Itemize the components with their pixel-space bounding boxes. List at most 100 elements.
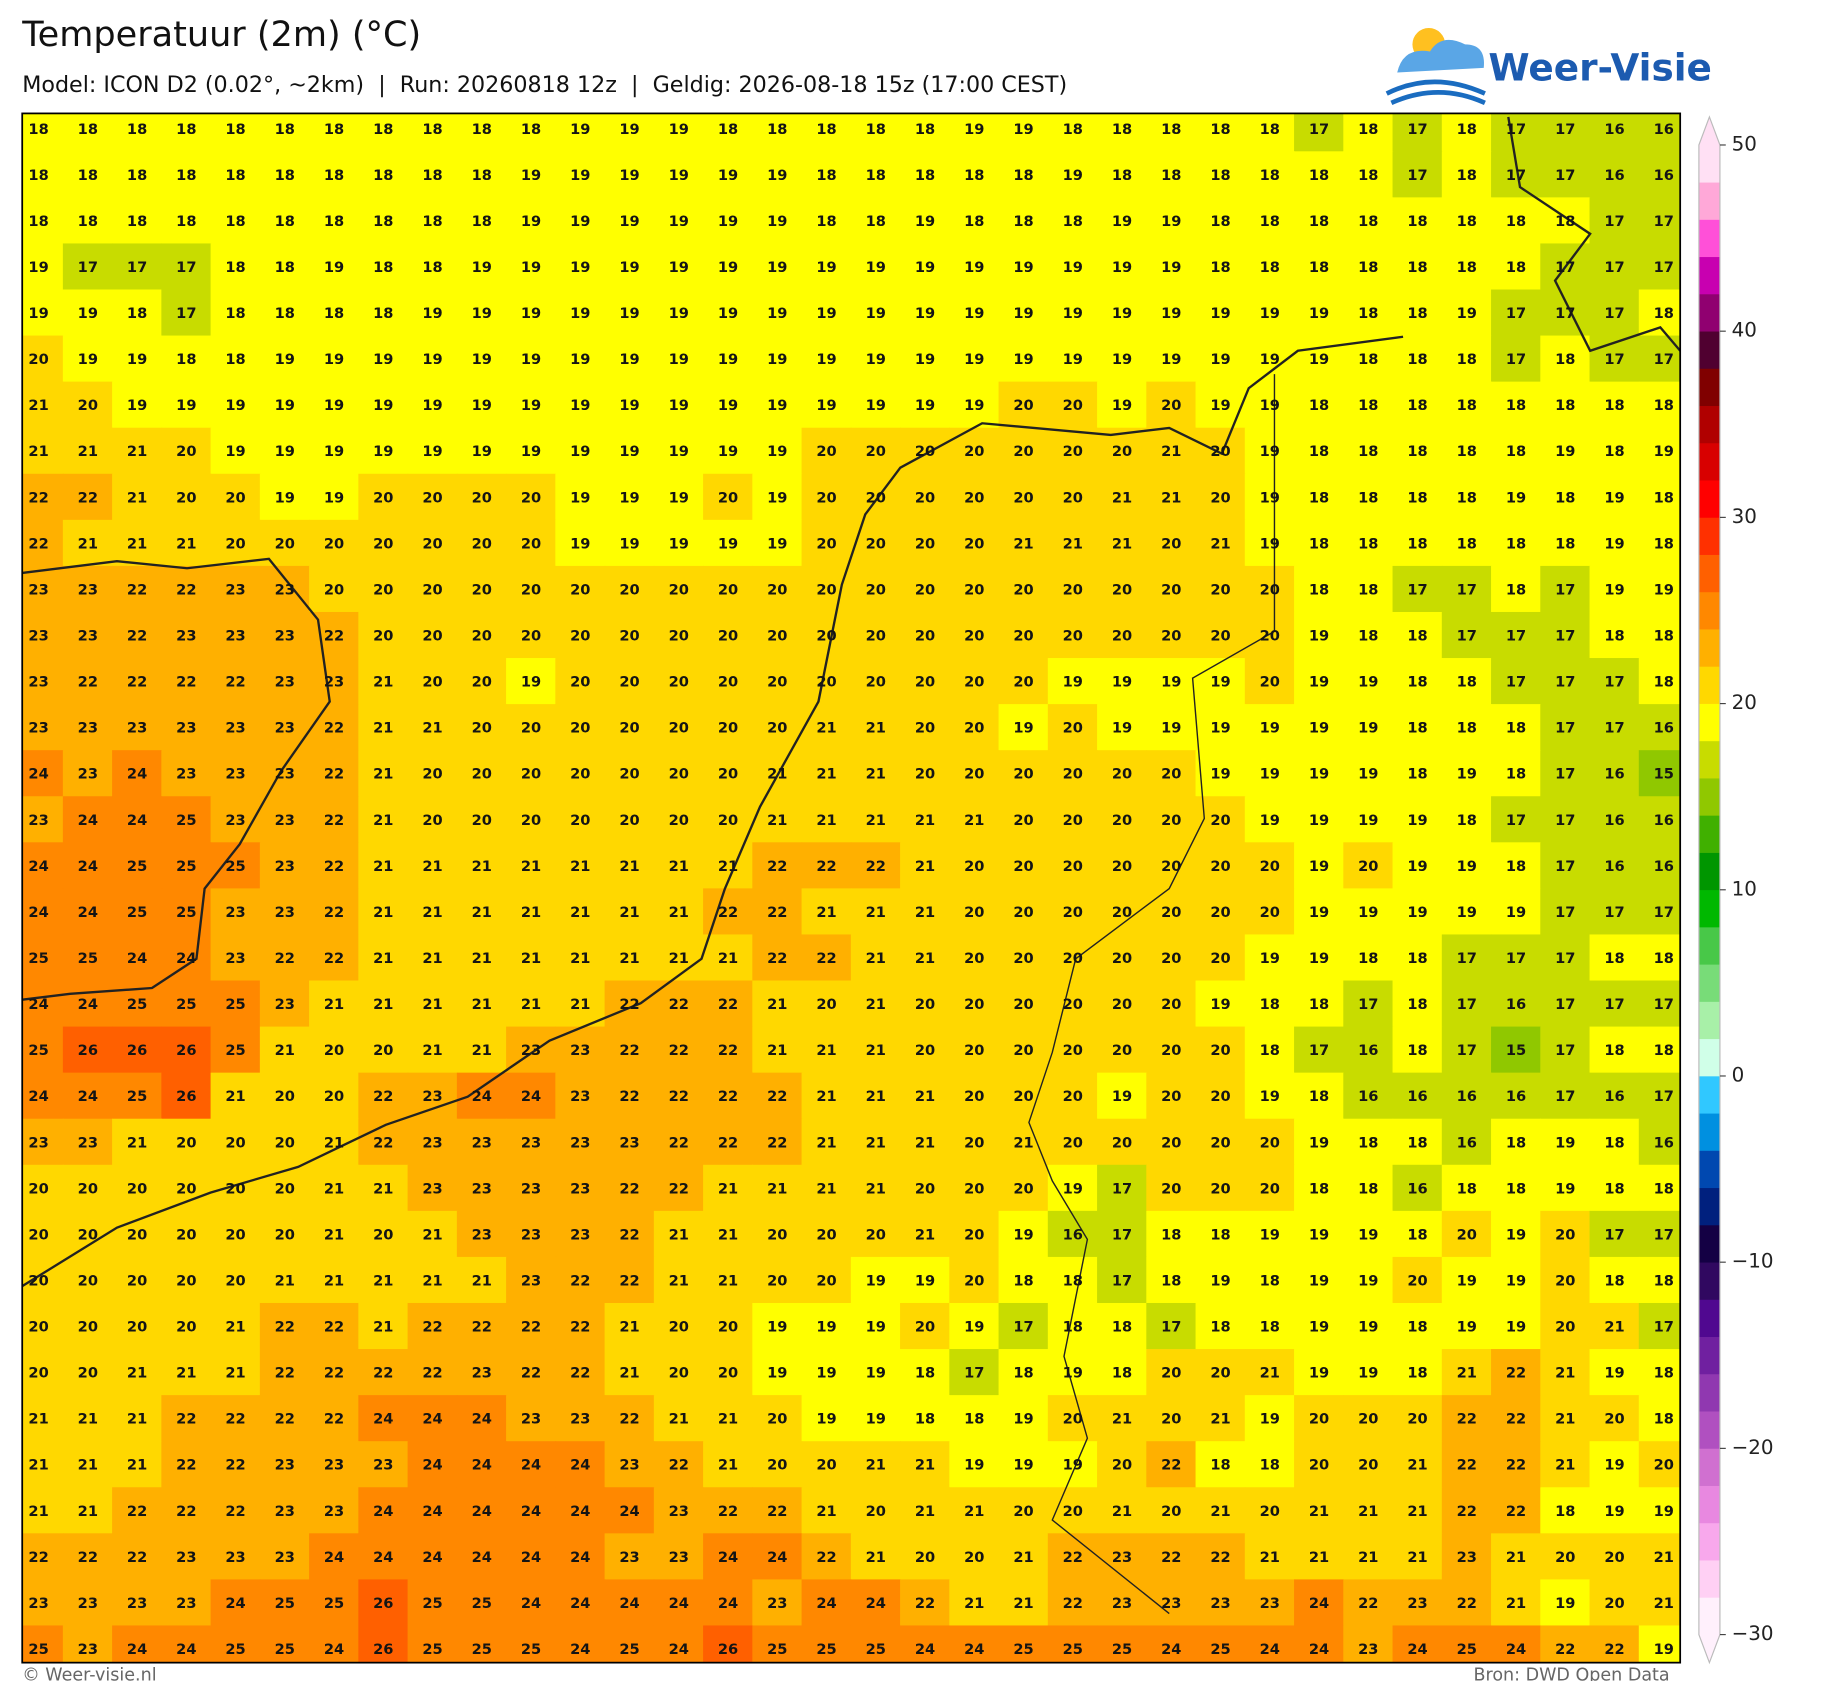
- cell: [555, 113, 606, 152]
- cell: [506, 611, 557, 659]
- cell: [259, 1625, 310, 1663]
- cell: [309, 704, 360, 751]
- cell: [1047, 980, 1098, 1028]
- colorbar-band: [1698, 629, 1720, 667]
- cell-value: 20: [619, 628, 639, 645]
- cell: [1244, 796, 1295, 844]
- cell-value: 18: [127, 121, 147, 138]
- cell-value: 16: [1604, 1088, 1624, 1105]
- cell: [1491, 1072, 1541, 1120]
- cell-value: 19: [669, 535, 689, 552]
- cell: [1491, 658, 1541, 705]
- cell: [998, 842, 1049, 890]
- cell: [1244, 1625, 1295, 1663]
- cell: [1392, 1395, 1443, 1442]
- cell-value: 19: [1260, 766, 1280, 783]
- cell: [1146, 519, 1197, 567]
- cell-value: 19: [1260, 397, 1280, 414]
- cell: [653, 427, 704, 475]
- cell-value: 17: [1654, 1319, 1674, 1336]
- cell: [752, 1026, 803, 1074]
- cell-value: 19: [669, 489, 689, 506]
- cell-value: 25: [521, 1641, 541, 1658]
- cell-value: 22: [127, 628, 147, 645]
- cell: [161, 658, 212, 705]
- cell: [801, 1625, 852, 1663]
- cell: [22, 519, 64, 567]
- cell-value: 19: [964, 1319, 984, 1336]
- colorbar-band: [1698, 517, 1720, 555]
- cell-value: 21: [1407, 1503, 1427, 1520]
- cell: [555, 1302, 606, 1350]
- cell: [62, 888, 113, 936]
- cell-value: 20: [866, 489, 886, 506]
- cell-value: 24: [176, 950, 196, 967]
- cell-value: 20: [866, 581, 886, 598]
- cell-value: 21: [422, 1226, 442, 1243]
- cell-value: 20: [28, 1226, 48, 1243]
- cell-value: 19: [1309, 858, 1329, 875]
- cell-value: 20: [1457, 1226, 1477, 1243]
- cell: [1343, 1072, 1394, 1120]
- cell-value: 17: [176, 305, 196, 322]
- colorbar-band: [1698, 889, 1720, 928]
- cell-value: 20: [1013, 1180, 1033, 1197]
- cell-value: 18: [1013, 213, 1033, 230]
- cell: [407, 1072, 458, 1120]
- cell: [210, 888, 261, 936]
- cell-value: 25: [422, 1641, 442, 1658]
- cell: [1244, 1533, 1295, 1581]
- cell: [1540, 1302, 1591, 1350]
- cell-value: 16: [1654, 1134, 1674, 1151]
- cell: [900, 1395, 951, 1442]
- logo-cloud: [1397, 39, 1484, 73]
- cell-value: 25: [176, 858, 196, 875]
- cell: [1540, 565, 1591, 613]
- cell-value: 18: [1260, 996, 1280, 1013]
- cell: [456, 1441, 507, 1488]
- cell-value: 18: [1309, 581, 1329, 598]
- cell: [1047, 565, 1098, 613]
- cell-value: 21: [866, 904, 886, 921]
- cell: [850, 750, 901, 797]
- cell: [801, 565, 852, 613]
- cell-value: 19: [767, 397, 787, 414]
- cell-value: 19: [373, 351, 393, 368]
- cell: [161, 113, 212, 152]
- cell: [998, 1072, 1049, 1120]
- cell: [752, 1625, 803, 1663]
- cell: [604, 1302, 655, 1350]
- cell: [604, 934, 655, 982]
- cell-value: 20: [1161, 1088, 1181, 1105]
- cell-value: 22: [127, 1549, 147, 1566]
- cell-value: 21: [422, 1042, 442, 1059]
- cell-value: 19: [619, 121, 639, 138]
- cell-value: 19: [570, 305, 590, 322]
- cell-value: 20: [1260, 1503, 1280, 1520]
- cell: [1343, 888, 1394, 936]
- cell-value: 24: [324, 1641, 344, 1658]
- cell: [555, 519, 606, 567]
- cell-value: 17: [1654, 213, 1674, 230]
- cell: [1638, 1533, 1681, 1581]
- cell: [1195, 704, 1246, 751]
- cell-value: 23: [176, 1549, 196, 1566]
- cell-value: 20: [176, 1134, 196, 1151]
- cell: [358, 1441, 409, 1488]
- cell: [703, 335, 754, 383]
- cell: [1392, 1072, 1443, 1120]
- cell: [358, 1487, 409, 1535]
- cell-value: 18: [1407, 1226, 1427, 1243]
- cell: [604, 980, 655, 1028]
- cell-value: 23: [176, 628, 196, 645]
- cell: [703, 980, 754, 1028]
- cell: [210, 750, 261, 797]
- colorbar-band: [1698, 1075, 1720, 1114]
- cell-value: 21: [915, 1503, 935, 1520]
- cell: [1047, 113, 1098, 152]
- cell-value: 18: [472, 167, 492, 184]
- cell-value: 26: [373, 1595, 393, 1612]
- cell-value: 20: [816, 996, 836, 1013]
- cell: [998, 1118, 1049, 1166]
- cell-value: 20: [964, 720, 984, 737]
